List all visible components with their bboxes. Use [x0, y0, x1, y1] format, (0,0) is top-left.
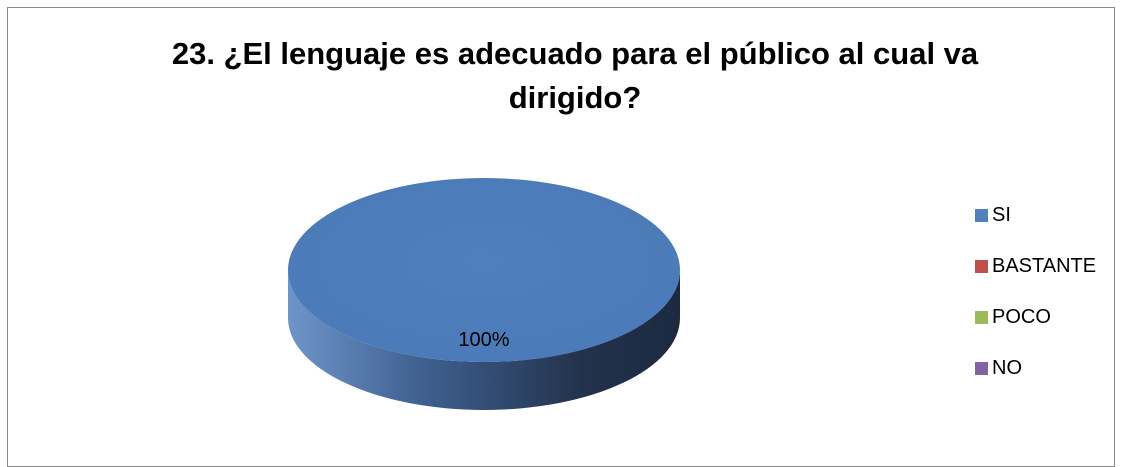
legend-swatch-poco	[975, 310, 988, 324]
legend-swatch-no	[975, 361, 988, 375]
legend-item-no: NO	[975, 356, 1120, 379]
chart-title-line-2: dirigido?	[508, 80, 642, 115]
legend-label-si: SI	[992, 203, 1011, 226]
legend-label-bastante: BASTANTE	[992, 254, 1097, 277]
pie-slice-si	[288, 178, 680, 362]
legend-label-poco: POCO	[992, 305, 1051, 328]
legend-swatch-si	[975, 208, 988, 222]
legend-label-no: NO	[992, 356, 1022, 379]
chart-title: 23. ¿El lenguaje es adecuado para el púb…	[100, 32, 1050, 120]
pie-chart: 100%	[288, 178, 680, 410]
legend-item-bastante: BASTANTE	[975, 254, 1120, 277]
pie-side-si	[288, 270, 680, 410]
legend-item-si: SI	[975, 203, 1120, 226]
legend: SI BASTANTE POCO NO	[975, 203, 1120, 409]
chart-title-line-1: 23. ¿El lenguaje es adecuado para el púb…	[171, 36, 979, 71]
data-label-si: 100%	[458, 329, 509, 351]
legend-item-poco: POCO	[975, 305, 1120, 328]
legend-swatch-bastante	[975, 259, 988, 273]
